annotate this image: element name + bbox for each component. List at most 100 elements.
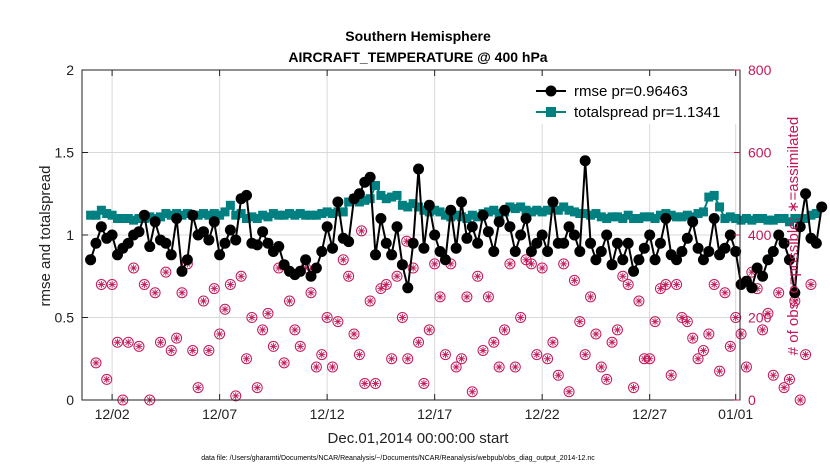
obs-point	[531, 349, 543, 361]
totalspread-point	[408, 199, 418, 209]
obs-possible-marker	[697, 345, 709, 356]
rmse-point	[789, 287, 801, 299]
obs-point	[95, 279, 107, 290]
totalspread-point	[532, 205, 542, 215]
obs-possible-marker	[800, 349, 812, 361]
obs-possible-marker	[192, 382, 204, 394]
obs-assimilated-marker	[781, 384, 787, 391]
rmse-point	[241, 189, 252, 201]
rmse-point	[563, 221, 575, 233]
obs-point	[697, 345, 709, 356]
obs-assimilated-marker	[458, 355, 465, 362]
obs-point	[681, 316, 693, 328]
totalspread-point	[677, 212, 687, 222]
obs-assimilated-marker	[308, 289, 314, 296]
obs-point	[176, 287, 188, 299]
rmse-point	[187, 209, 199, 221]
totalspread-point	[344, 197, 354, 207]
totalspread-point	[392, 190, 402, 200]
y-axis-ticks: 0 0.5 1 1.5 2	[55, 62, 88, 408]
obs-possible-marker	[429, 258, 441, 270]
rmse-point	[380, 237, 392, 249]
totalspread-point	[559, 202, 569, 212]
rmse-point	[477, 209, 489, 221]
totalspread-point	[698, 207, 708, 217]
rmse-point	[423, 199, 435, 211]
obs-possible-marker	[138, 279, 150, 290]
legend-spread-label: totalspread pr=1.1341	[574, 104, 720, 121]
totalspread-point	[112, 214, 122, 223]
obs-point	[241, 353, 252, 365]
obs-assimilated-marker	[248, 314, 255, 321]
obs-point	[719, 287, 731, 299]
totalspread-point	[435, 207, 445, 217]
obs-point	[386, 353, 398, 365]
obs-possible-marker	[515, 312, 527, 323]
totalspread-point	[473, 212, 483, 222]
y2-tick-label: 600	[748, 145, 772, 161]
obs-point	[499, 324, 511, 336]
obs-possible-marker	[461, 291, 473, 303]
totalspread-point	[338, 207, 348, 217]
obs-assimilated-marker	[786, 376, 793, 383]
rmse-point	[456, 196, 468, 208]
totalspread-point	[553, 205, 563, 215]
rmse-point	[585, 237, 597, 249]
obs-assimilated-marker	[705, 331, 712, 337]
rmse-point	[461, 232, 473, 244]
rmse-point	[606, 259, 618, 271]
obs-possible-marker	[407, 262, 419, 274]
obs-possible-marker	[633, 295, 645, 307]
rmse-point	[525, 246, 537, 257]
obs-possible-marker	[122, 336, 134, 348]
totalspread-point	[440, 210, 450, 220]
obs-assimilated-marker	[447, 260, 454, 267]
obs-point	[413, 336, 425, 348]
rmse-point	[386, 249, 398, 261]
obs-possible-marker	[149, 287, 161, 299]
obs-assimilated-marker	[474, 273, 481, 280]
obs-point	[520, 254, 532, 266]
obs-point	[601, 373, 613, 385]
obs-possible-marker	[321, 312, 333, 323]
obs-point	[171, 332, 183, 344]
obs-possible-marker	[402, 353, 414, 365]
obs-possible-marker	[660, 279, 672, 290]
obs-assimilated-marker	[227, 281, 234, 288]
obs-assimilated-marker	[716, 368, 723, 375]
obs-possible-marker	[111, 336, 123, 348]
rmse-point	[482, 226, 494, 238]
obs-point	[353, 349, 365, 361]
obs-point	[644, 353, 656, 365]
obs-point	[660, 279, 672, 290]
rmse-point	[660, 213, 672, 224]
y2-axis-label: # of obs: o=possible; ∗=assimilated	[785, 117, 802, 356]
rmse-point	[133, 226, 145, 238]
obs-possible-marker	[665, 369, 677, 381]
legend: rmse pr=0.96463 totalspread pr=1.1341	[532, 76, 738, 124]
obs-assimilated-marker	[103, 376, 110, 383]
obs-point	[111, 336, 123, 348]
totalspread-point	[145, 212, 155, 222]
obs-possible-marker	[219, 303, 231, 315]
obs-assimilated-marker	[324, 314, 331, 321]
totalspread-point	[134, 214, 144, 223]
obs-possible-marker	[197, 295, 209, 307]
obs-point	[402, 353, 414, 365]
chart-title: Southern Hemisphere	[345, 28, 491, 44]
obs-possible-marker	[101, 373, 113, 385]
obs-possible-marker	[536, 262, 548, 274]
totalspread-point	[301, 210, 311, 220]
y2-axis-ticks: 0 200 400 600 800	[734, 62, 772, 408]
obs-point	[262, 307, 274, 319]
obs-possible-marker	[251, 382, 263, 394]
rmse-point	[800, 188, 812, 200]
obs-assimilated-marker	[211, 285, 218, 292]
obs-possible-marker	[294, 340, 306, 352]
obs-point	[800, 349, 812, 361]
totalspread-point	[317, 209, 327, 219]
obs-assimilated-marker	[291, 326, 298, 333]
obs-possible-marker	[563, 386, 575, 398]
rmse-point	[628, 265, 640, 277]
totalspread-point	[774, 214, 784, 223]
